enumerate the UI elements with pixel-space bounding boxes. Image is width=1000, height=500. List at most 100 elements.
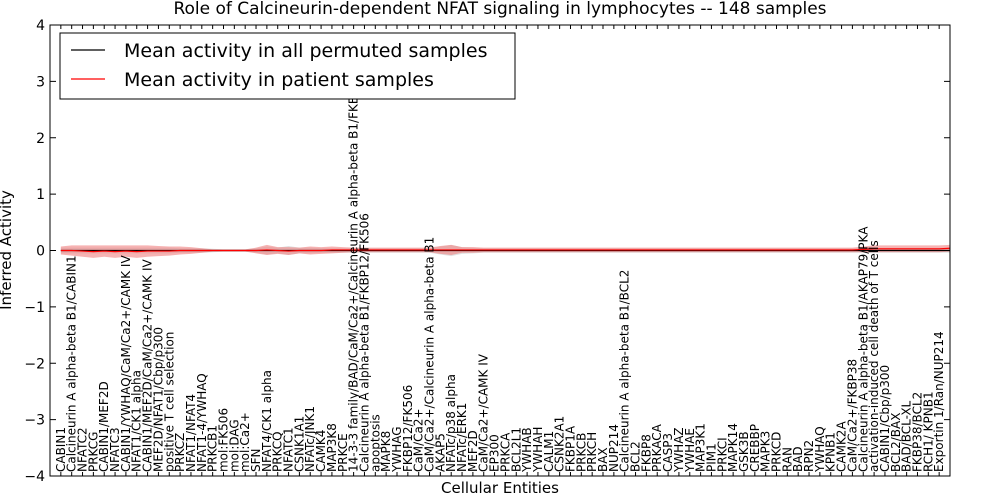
x-tick-label: BAX: [596, 447, 610, 472]
x-tick-label: BAD: [791, 446, 805, 472]
x-tick-label: PRKCG: [86, 432, 100, 472]
x-tick-label: mol:DAG: [227, 419, 241, 472]
x-tick-label: NFAT4/CK1 alpha: [260, 370, 274, 472]
x-tick-label: BAD/BCL-XL: [900, 400, 914, 472]
x-tick-label: FKBP38/BCL2: [910, 392, 924, 472]
x-tick-label: MEF2D: [466, 430, 480, 472]
x-tick-label: NFAT1/NFAT4: [184, 394, 198, 472]
x-tick-label: mol:FK506: [216, 408, 230, 472]
x-tick-label: 14-3-3 family/BAD/CaM/Ca2+/Calcineurin A…: [347, 32, 361, 472]
chart-title: Role of Calcineurin-dependent NFAT signa…: [173, 0, 826, 19]
x-tick-label: MAPK8: [379, 431, 393, 472]
x-tick-label: Calcineurin A alpha-beta B1/BCL2: [618, 270, 632, 472]
x-tick-label: YWHAB: [520, 427, 534, 473]
x-tick-label: CABIN1: [54, 427, 68, 472]
x-tick-label: MAPK14: [726, 423, 740, 472]
x-tick-label: CaM/Ca2+/Calcineurin A alpha-beta B1: [423, 237, 437, 472]
x-tick-label: CASP3: [661, 433, 675, 472]
x-tick-label: MAP3K8: [325, 423, 339, 472]
x-tick-label: CAMK4: [314, 430, 328, 472]
x-tick-label: FKBP8: [639, 434, 653, 472]
y-tick-label: −4: [24, 469, 45, 485]
x-tick-label: CaM/Ca2+: [412, 408, 426, 472]
x-tick-label: CABIN1/MEF2D/CaM/Ca2+/CAMK IV: [141, 258, 155, 472]
x-tick-label: Calcineurin A alpha-beta B1/CABIN1: [65, 255, 79, 472]
x-tick-label: FKBP12/FK506: [401, 385, 415, 472]
x-tick-label: RPN2: [802, 440, 816, 472]
x-tick-label: NFATC1: [282, 427, 296, 472]
x-tick-label: AKAP5: [433, 433, 447, 472]
legend: Mean activity in all permuted samples Me…: [59, 32, 516, 100]
x-tick-label: BCL2: [629, 441, 643, 472]
x-tick-label: CREBBP: [748, 424, 762, 472]
x-tick-label: RAN: [780, 447, 794, 472]
x-tick-label: BCL2L1: [509, 427, 523, 472]
confidence-bands: [60, 244, 950, 258]
x-tick-label: CALM1: [542, 431, 556, 472]
legend-box: [59, 32, 516, 100]
x-tick-label: NFAT1-4/YWHAQ: [195, 373, 209, 472]
y-tick-label: 3: [36, 74, 45, 90]
x-tick-label: KPNB1: [824, 432, 838, 472]
x-tick-label: CaM/Ca2+/FKBP38: [845, 359, 859, 472]
x-tick-label: YWHAG: [390, 426, 404, 473]
x-tick-label: PRKACA: [650, 423, 664, 472]
x-tick-label: PIM1: [704, 443, 718, 472]
x-tick-label: CABIN1/YWHAQ/CaM/Ca2+/CAMK IV: [119, 255, 133, 472]
x-tick-label: PRKCB1: [206, 425, 220, 472]
x-tick-label: NFATc/p38 alpha: [444, 374, 458, 472]
x-tick-label: CABIN1/Cbp/p300: [878, 365, 892, 472]
x-tick-label: PRKCH: [585, 432, 599, 472]
series-lines: [60, 247, 951, 253]
y-tick-label: −1: [24, 300, 45, 316]
x-tick-label: YWHAE: [683, 428, 697, 473]
y-tick-label: −2: [24, 356, 45, 372]
x-tick-label: NUP214: [607, 424, 621, 472]
y-tick-label: 1: [36, 187, 45, 203]
y-axis-label: Inferred Activity: [0, 190, 15, 310]
x-tick-label: mol:Ca2+: [238, 412, 252, 472]
patient-band: [60, 244, 950, 258]
x-tick-label: CABIN1/MEF2D: [97, 381, 111, 472]
x-tick-label: CAMK2A: [835, 421, 849, 472]
x-tick-label: positive T cell selection: [162, 332, 176, 472]
legend-label-permuted: Mean activity in all permuted samples: [124, 40, 487, 62]
x-tick-label: CSNK1A1: [292, 416, 306, 472]
x-tick-label: MAP3K1: [694, 423, 708, 472]
x-tick-label: YWHAH: [531, 427, 545, 473]
y-tick-label: −3: [24, 413, 45, 429]
x-tick-label: SFN: [249, 449, 263, 473]
y-tick-label: 2: [36, 131, 45, 147]
x-tick-label: NFATC3: [108, 427, 122, 472]
x-tick-label: GSK3B: [737, 431, 751, 472]
x-tick-label: Calcineurin A alpha-beta B1/FKBP12/FK506: [357, 213, 371, 472]
x-tick-label: BCL2/BAX: [889, 413, 903, 472]
x-tick-label: PRKCZ: [173, 433, 187, 472]
x-axis-label: Cellular Entities: [441, 479, 559, 497]
x-tick-label: PRKCA: [498, 432, 512, 472]
y-axis: −4 −3 −2 −1 0 1 2 3 4: [24, 18, 950, 485]
x-tick-label: EP300: [488, 434, 502, 472]
x-tick-label: NFATc/ERK1: [455, 403, 469, 472]
x-tick-label: activation-induced cell death of T cells: [867, 240, 881, 472]
x-tick-label: FKBP1A: [563, 425, 577, 472]
x-tick-label: CaM/Ca2+/CAMK IV: [477, 353, 491, 472]
x-tick-label: YWHAQ: [813, 426, 827, 473]
y-tick-label: 4: [36, 18, 45, 34]
x-tick-label: RCH1/ KPNB1: [921, 391, 935, 472]
x-tick-label: MEF2D/NFAT1/Cbp/p300: [151, 327, 165, 472]
legend-label-patient: Mean activity in patient samples: [124, 69, 434, 91]
x-tick-label: MAPK3: [759, 431, 773, 472]
x-tick-label: PRKCQ: [271, 431, 285, 472]
x-tick-label: NFATC2: [76, 427, 90, 472]
x-tick-label: YWHAZ: [672, 427, 686, 473]
x-tick-label: Exportin 1/Ran/NUP214: [932, 331, 946, 472]
x-tick-label: PRKCB: [574, 433, 588, 472]
x-tick-label: CSNK2A1: [553, 416, 567, 472]
x-tick-label: apoptosis: [368, 414, 382, 472]
y-tick-label: 0: [36, 244, 45, 260]
x-tick-label: Calcineurin A alpha-beta B1/AKAP79/PKA: [856, 226, 870, 472]
x-tick-label: NFAT1/CK1 alpha: [130, 370, 144, 472]
